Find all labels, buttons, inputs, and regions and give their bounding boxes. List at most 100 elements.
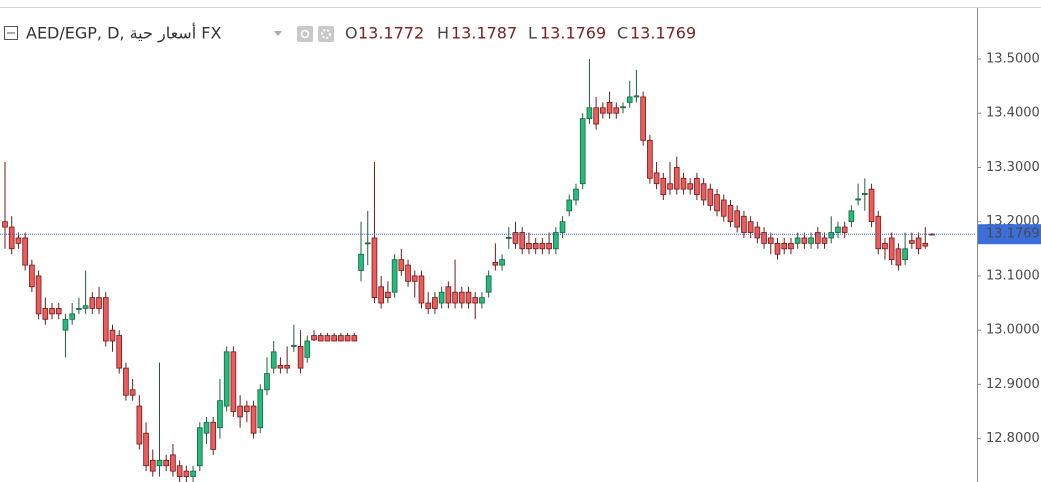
candle-body [378, 286, 384, 304]
candle-body [364, 242, 371, 245]
candle-body [277, 364, 284, 369]
candle-body [875, 215, 882, 250]
candle-body [102, 297, 109, 342]
ohlc-value: 13.1769 [630, 24, 696, 43]
candle-body [526, 242, 532, 250]
candle-body [291, 344, 297, 347]
candle-body [123, 367, 129, 396]
candle-body [109, 329, 116, 342]
candle-body [801, 237, 808, 244]
candle-body [196, 427, 203, 467]
candle-body [902, 248, 908, 261]
candle-body [62, 318, 69, 331]
candle-body [458, 291, 465, 304]
candle-body [331, 335, 337, 342]
candle-body [841, 226, 848, 233]
candle-body [862, 193, 868, 195]
candle-body [882, 242, 888, 250]
candle-body [687, 183, 693, 190]
candle-body [223, 351, 230, 407]
candle-body [15, 237, 22, 244]
candle-body [512, 232, 519, 244]
candle-body [835, 226, 841, 233]
candle-body [700, 183, 707, 201]
candle-body [270, 351, 277, 369]
candle-body [116, 335, 123, 369]
candle-body [734, 210, 741, 228]
y-tick-label: 13.5000 [986, 51, 1040, 66]
candle-body [868, 188, 875, 223]
candle-body [539, 242, 546, 250]
candle-body [391, 259, 398, 293]
candle-body [250, 405, 257, 434]
candle-body [593, 107, 599, 125]
candle-body [22, 237, 28, 266]
chart-title: AED/EGP, D, أسعار حية FX [26, 23, 221, 44]
candle-body [230, 351, 237, 412]
candle-body [445, 286, 452, 304]
settings-icon[interactable] [297, 26, 313, 42]
candle-body [96, 297, 102, 309]
candle-body [519, 232, 526, 250]
candle-body [573, 188, 579, 201]
candle-body [673, 167, 680, 190]
dropdown-arrow[interactable] [274, 31, 282, 36]
price-scale: 12.800012.900013.000013.100013.200013.30… [977, 51, 1041, 446]
candle-body [385, 291, 391, 299]
candle-body [546, 242, 552, 250]
ohlc-value: 13.1769 [540, 24, 606, 43]
candle-body [505, 237, 512, 239]
candle-body [351, 335, 358, 342]
candle-body [411, 275, 418, 282]
legend-toggle[interactable] [4, 26, 18, 40]
candle-body [156, 459, 163, 467]
candle-body [647, 139, 653, 179]
candle-body [788, 242, 794, 250]
candle-body [895, 248, 902, 266]
candle-body [855, 198, 861, 201]
candle-body [620, 106, 626, 109]
ohlc-legend: O 13.1772 H 13.1787 L 13.1769 C 13.1769 [345, 24, 696, 43]
candle-body [217, 400, 223, 429]
candle-body [633, 95, 640, 98]
candle-body [170, 454, 176, 472]
candle-body [727, 205, 734, 223]
candle-body [35, 275, 42, 315]
candle-body [794, 237, 801, 244]
format-glyph [321, 29, 331, 39]
candle-body [566, 199, 573, 212]
last-price-badge [978, 224, 1041, 245]
candle-body [55, 308, 62, 315]
candle-body [344, 335, 351, 342]
candle-body [640, 96, 646, 141]
candle-body [49, 308, 55, 315]
candle-body [317, 335, 324, 342]
candle-body [888, 237, 895, 261]
y-tick-label: 12.8000 [986, 431, 1040, 446]
last-price-label: 13.1769 [986, 227, 1040, 242]
candle-body [499, 259, 505, 266]
plot-area [0, 58, 976, 482]
candle-body [559, 221, 566, 233]
candle-body [8, 226, 15, 250]
candle-body [613, 107, 620, 114]
candle-body [203, 421, 210, 434]
candle-body [667, 183, 673, 190]
candle-body [425, 302, 432, 309]
candle-body [741, 215, 747, 233]
ohlc-key: H [437, 24, 449, 43]
candle-body [600, 107, 606, 114]
format-icon[interactable] [318, 26, 334, 42]
candle-body [485, 275, 492, 293]
y-tick-label: 12.9000 [986, 377, 1040, 392]
candle-body [814, 232, 821, 244]
ohlc-key: C [617, 24, 628, 43]
y-tick-label: 13.3000 [986, 160, 1040, 175]
candle-body [767, 237, 774, 244]
candle-body [183, 470, 190, 477]
candle-body [747, 221, 754, 233]
candle-body [714, 194, 720, 212]
candle-body [237, 405, 243, 418]
candle-body [579, 118, 586, 185]
